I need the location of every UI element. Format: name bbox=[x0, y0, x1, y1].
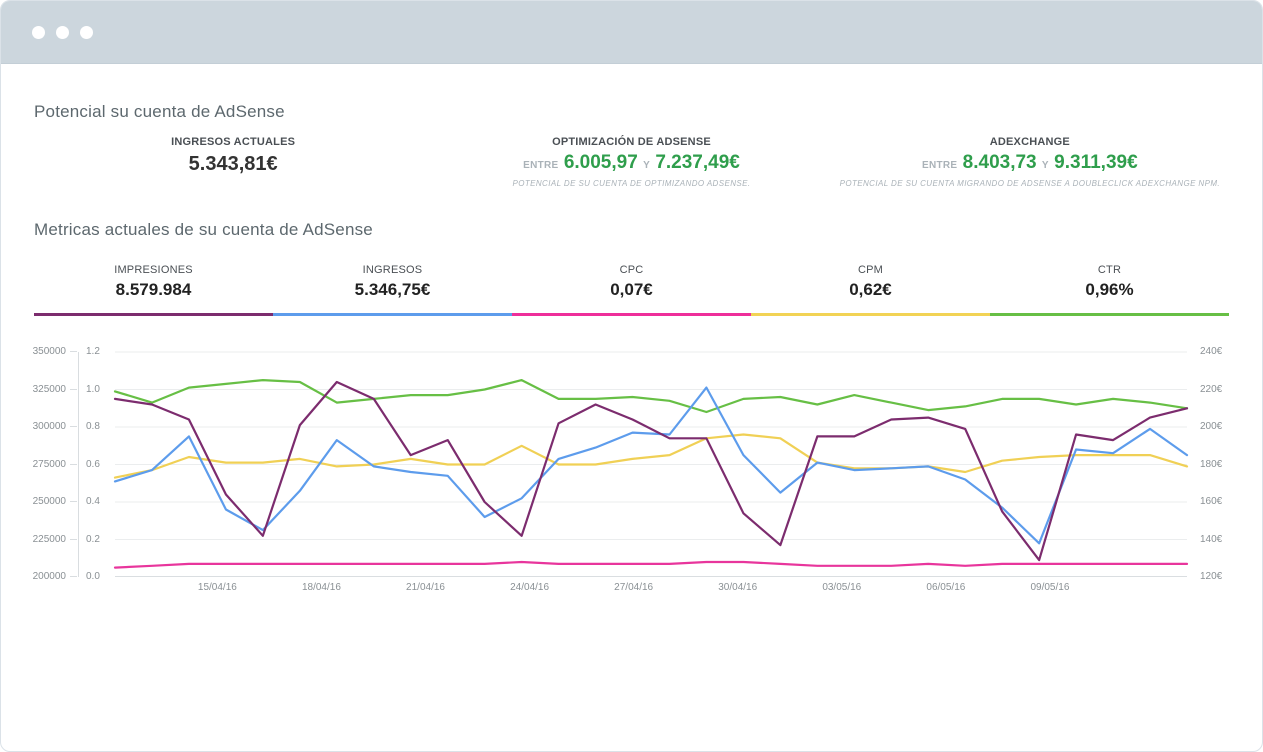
axis-tick: 0.2 bbox=[86, 533, 100, 545]
metrics-section-title: Metricas actuales de su cuenta de AdSens… bbox=[34, 220, 373, 239]
tab-label: CPM bbox=[857, 264, 884, 276]
stat-range: ENTRE 6.005,97 Y 7.237,49€ bbox=[432, 152, 830, 174]
axis-tick: 300000 bbox=[32, 421, 78, 432]
series-line-ctr bbox=[115, 380, 1187, 412]
tab-value: 8.579.984 bbox=[115, 280, 192, 299]
metrics-line-chart: 350000 325000 300000 275000 250000 225000 2000… bbox=[32, 347, 1229, 582]
range-low: 8.403,73 bbox=[962, 152, 1037, 173]
x-axis-tick: 18/04/16 bbox=[301, 582, 341, 593]
stat-caption: POTENCIAL DE SU CUENTA MIGRANDO DE ADSEN… bbox=[839, 179, 1221, 188]
stat-ingresos-actuales: INGRESOS ACTUALES 5.343,81€ bbox=[34, 136, 432, 176]
window-titlebar bbox=[1, 1, 1262, 64]
x-axis-labels: 15/04/16 18/04/16 21/04/16 24/04/16 27/04/16… bbox=[148, 582, 1154, 596]
x-axis-tick: 30/04/16 bbox=[718, 582, 758, 593]
axis-tick: 140€ bbox=[1200, 533, 1223, 545]
tab-cpc[interactable]: CPC 0,07€ bbox=[512, 264, 751, 316]
range-prefix: ENTRE bbox=[921, 160, 958, 171]
axis-tick: 120€ bbox=[1200, 571, 1223, 582]
range-prefix: ENTRE bbox=[523, 160, 559, 171]
plot-area bbox=[115, 352, 1187, 577]
stat-value: 5.343,81€ bbox=[188, 153, 278, 175]
axis-tick: 180€ bbox=[1200, 458, 1223, 470]
y-axis-line bbox=[78, 352, 79, 577]
axis-tick: 160€ bbox=[1200, 496, 1223, 507]
stat-caption: POTENCIAL DE SU CUENTA DE OPTIMIZANDO AD… bbox=[512, 179, 751, 188]
tab-impresiones[interactable]: IMPRESIONES 8.579.984 bbox=[34, 264, 273, 316]
axis-tick: 0.6 bbox=[86, 458, 100, 470]
x-axis-tick: 21/04/16 bbox=[406, 582, 445, 593]
axis-tick: 200€ bbox=[1200, 421, 1223, 432]
range-conjunction: Y bbox=[1041, 160, 1049, 171]
axis-tick: 275000 bbox=[32, 458, 78, 470]
range-conjunction: Y bbox=[643, 160, 651, 171]
tab-label: CPC bbox=[619, 264, 644, 276]
tab-ctr[interactable]: CTR 0,96% bbox=[990, 264, 1229, 316]
axis-tick: 240€ bbox=[1200, 346, 1223, 357]
series-line-cpc bbox=[115, 562, 1187, 568]
x-axis-tick: 27/04/16 bbox=[614, 582, 654, 593]
tab-value: 0,62€ bbox=[849, 280, 892, 299]
x-axis-tick: 24/04/16 bbox=[510, 582, 550, 593]
axis-tick: 225000 bbox=[32, 533, 78, 545]
potential-section-title: Potencial su cuenta de AdSense bbox=[34, 102, 285, 121]
metric-tabs: IMPRESIONES 8.579.984 INGRESOS 5.346,75€… bbox=[34, 264, 1229, 316]
stat-optimizacion-adsense: OPTIMIZACIÓN DE ADSENSE ENTRE 6.005,97 Y… bbox=[432, 136, 830, 188]
series-line-impresiones bbox=[115, 382, 1187, 560]
tab-label: INGRESOS bbox=[362, 264, 423, 276]
x-axis-tick: 09/05/16 bbox=[1030, 582, 1070, 593]
window-control-dot-3[interactable] bbox=[80, 25, 93, 39]
axis-tick: 0.0 bbox=[86, 571, 100, 582]
stat-adexchange: ADEXCHANGE ENTRE 8.403,73 Y 9.311,39€ PO… bbox=[831, 136, 1229, 188]
series-line-ingresos bbox=[115, 388, 1187, 544]
axis-tick: 250000 bbox=[32, 496, 78, 507]
axis-tick: 325000 bbox=[32, 383, 78, 395]
potential-stats-row: INGRESOS ACTUALES 5.343,81€ OPTIMIZACIÓN… bbox=[34, 136, 1229, 188]
tab-label: CTR bbox=[1097, 264, 1122, 276]
x-axis-tick: 15/04/16 bbox=[197, 582, 237, 593]
series-line-cpm bbox=[115, 435, 1187, 478]
axis-tick: 350000 bbox=[32, 346, 78, 357]
axis-tick: 1.2 bbox=[86, 346, 100, 357]
window-control-dot-2[interactable] bbox=[56, 25, 69, 39]
axis-tick: 1.0 bbox=[86, 383, 100, 395]
axis-tick: 0.8 bbox=[86, 421, 100, 432]
y-axis-ratio: 1.2 1.0 0.8 0.6 0.4 0.2 0.0 bbox=[79, 347, 115, 582]
y-axis-impressions: 350000 325000 300000 275000 250000 225000 2000… bbox=[32, 347, 78, 582]
stat-label: OPTIMIZACIÓN DE ADSENSE bbox=[552, 136, 711, 148]
axis-tick: 220€ bbox=[1200, 383, 1223, 395]
axis-tick: 200000 bbox=[32, 571, 78, 582]
range-high: 7.237,49€ bbox=[655, 152, 740, 173]
tab-value: 0,96% bbox=[1085, 280, 1134, 299]
tab-label: IMPRESIONES bbox=[114, 264, 193, 276]
window-control-dot-1[interactable] bbox=[32, 25, 45, 39]
y-axis-euro: 240€ 220€ 200€ 180€ 160€ 140€ 120€ bbox=[1187, 347, 1229, 582]
stat-label: ADEXCHANGE bbox=[989, 136, 1070, 148]
range-low: 6.005,97 bbox=[563, 152, 638, 173]
tab-value: 5.346,75€ bbox=[354, 280, 431, 299]
tab-cpm[interactable]: CPM 0,62€ bbox=[751, 264, 990, 316]
tab-value: 0,07€ bbox=[610, 280, 653, 299]
range-high: 9.311,39€ bbox=[1054, 152, 1138, 173]
page-content: Potencial su cuenta de AdSense INGRESOS … bbox=[1, 102, 1262, 596]
stat-label: INGRESOS ACTUALES bbox=[171, 136, 296, 148]
tab-ingresos[interactable]: INGRESOS 5.346,75€ bbox=[273, 264, 512, 316]
x-axis-tick: 06/05/16 bbox=[926, 582, 966, 593]
axis-tick: 0.4 bbox=[86, 496, 100, 507]
stat-range: ENTRE 8.403,73 Y 9.311,39€ bbox=[831, 152, 1229, 174]
plot-svg bbox=[115, 352, 1187, 577]
x-axis-tick: 03/05/16 bbox=[822, 582, 862, 593]
